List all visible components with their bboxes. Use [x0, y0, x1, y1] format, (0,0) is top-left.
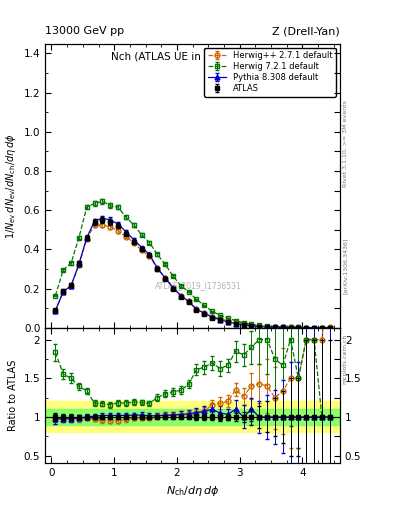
Text: Nch (ATLAS UE in Z production): Nch (ATLAS UE in Z production) [111, 52, 274, 62]
Text: ATLAS_2019_I1736531: ATLAS_2019_I1736531 [155, 281, 242, 290]
X-axis label: $N_{\rm ch}/d\eta\,d\phi$: $N_{\rm ch}/d\eta\,d\phi$ [166, 484, 219, 498]
Text: mcplots.cern.ch: mcplots.cern.ch [343, 333, 348, 383]
Text: [arXiv:1306.3436]: [arXiv:1306.3436] [343, 238, 348, 294]
Legend: Herwig++ 2.7.1 default, Herwig 7.2.1 default, Pythia 8.308 default, ATLAS: Herwig++ 2.7.1 default, Herwig 7.2.1 def… [204, 48, 336, 97]
Text: Rivet 3.1.10, >= 3M events: Rivet 3.1.10, >= 3M events [343, 100, 348, 187]
Text: Z (Drell-Yan): Z (Drell-Yan) [272, 27, 340, 36]
Y-axis label: $1/N_{\rm ev}\,dN_{\rm ev}/dN_{\rm ch}/d\eta\,d\phi$: $1/N_{\rm ev}\,dN_{\rm ev}/dN_{\rm ch}/d… [4, 133, 18, 239]
Text: 13000 GeV pp: 13000 GeV pp [45, 27, 124, 36]
Y-axis label: Ratio to ATLAS: Ratio to ATLAS [8, 360, 18, 431]
